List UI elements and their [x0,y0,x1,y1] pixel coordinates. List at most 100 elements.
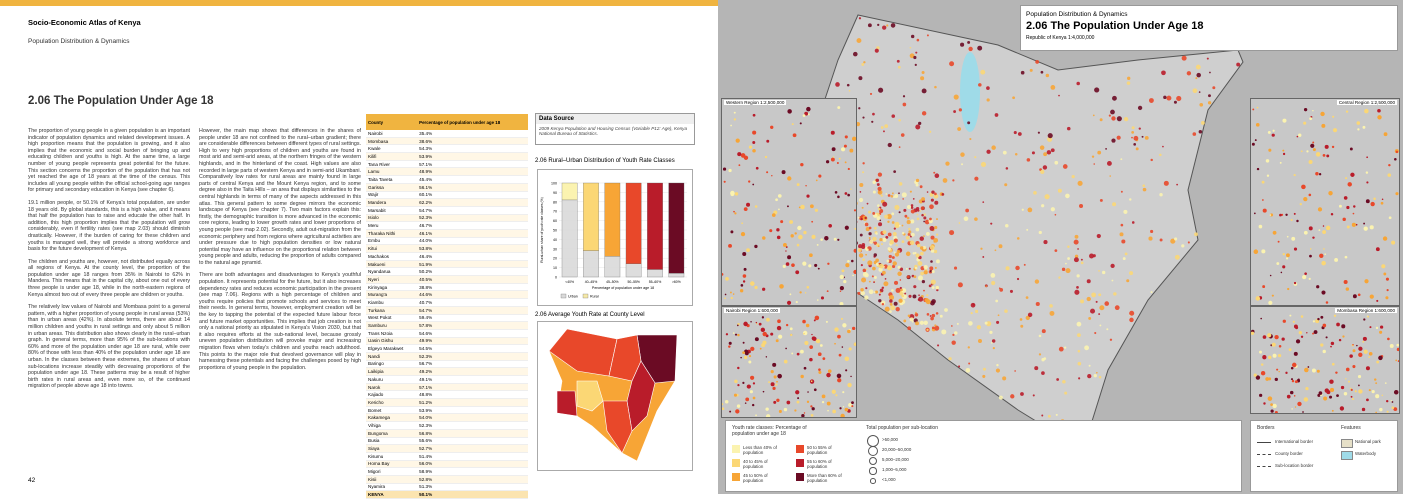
bar-segment [668,182,685,274]
settlement-dot [869,92,873,96]
settlement-dot [879,238,883,242]
row: Meru 46.7% [366,221,528,230]
cell: 51.4% [417,452,528,461]
settlement-dot [862,258,865,261]
settlement-dot [785,347,787,350]
cell: 52.3% [417,214,528,223]
settlement-dot [1379,330,1383,334]
settlement-dot [1080,258,1083,261]
settlement-dot [1038,353,1042,356]
settlement-dot [1322,323,1327,328]
settlement-dot [858,17,862,20]
inset-map: Central Region 1:2,500,000 [1250,98,1400,306]
legend-label: Sub-location border [1275,463,1314,468]
cell: Samburu [366,321,418,330]
settlement-dot [1330,341,1335,346]
settlement-dot [749,390,753,394]
settlement-dot [1354,390,1357,393]
settlement-dot [776,235,781,240]
settlement-dot [761,343,766,348]
settlement-dot [924,298,929,303]
settlement-dot [913,285,917,289]
settlement-dot [912,198,915,200]
cell: Makueni [366,260,418,269]
row: Busia 55.6% [366,437,528,446]
settlement-dot [861,277,867,283]
settlement-dot [794,409,797,412]
settlement-dot [835,394,838,397]
settlement-dot [980,247,983,250]
settlement-dot [796,243,800,247]
settlement-dot [883,281,889,287]
settlement-dot [733,118,737,121]
cell: 59.4% [417,314,528,323]
settlement-dot [1376,360,1380,364]
settlement-dot [1345,287,1350,291]
settlement-dot [853,269,856,274]
settlement-dot [1148,98,1154,103]
settlement-dot [939,314,943,318]
settlement-dot [1363,349,1368,354]
settlement-dot [889,302,893,306]
settlement-dot [1196,72,1201,78]
settlement-dot [769,229,773,233]
settlement-dot [1077,248,1079,250]
settlement-dot [1066,126,1071,131]
settlement-dot [1119,232,1124,237]
settlement-dot [1176,183,1179,186]
settlement-dot [916,217,920,221]
settlement-dot [1294,406,1297,408]
county [576,380,604,412]
settlement-dot [914,266,918,270]
settlement-dot [765,407,769,411]
settlement-dot [755,414,757,417]
settlement-dot [914,312,919,317]
settlement-dot [1025,315,1030,321]
y-tick-label: 50 [553,229,557,233]
settlement-dot [923,220,926,223]
settlement-dot [1198,91,1201,93]
settlement-dot [860,287,864,292]
settlement-dot [1324,144,1329,149]
settlement-dot [824,236,829,241]
settlement-dot [1038,334,1042,338]
settlement-dot [1325,225,1331,231]
row: Samburu 57.8% [366,321,528,330]
settlement-dot [725,333,729,336]
settlement-dot [931,269,935,274]
cell: Nyamira [366,483,418,492]
settlement-dot [844,135,848,139]
settlement-dot [744,351,749,356]
settlement-dot [1312,320,1315,323]
settlement-dot [866,202,869,205]
settlement-dot [744,402,747,404]
settlement-dot [1292,320,1295,323]
settlement-dot [775,198,778,202]
bar-segment [625,263,642,278]
legend-label: Waterbody [1355,451,1377,456]
settlement-dot [994,113,999,117]
settlement-dot [733,111,736,114]
settlement-dot [864,295,869,300]
y-tick-label: 0 [555,276,557,280]
row: Kilifi 53.9% [366,152,528,161]
settlement-dot [986,149,991,154]
settlement-dot [1120,158,1123,161]
settlement-dot [879,288,884,293]
settlement-dot [875,232,878,235]
settlement-dot [908,227,911,231]
settlement-dot [1129,198,1132,201]
settlement-dot [724,399,729,404]
settlement-dot [1142,187,1147,192]
settlement-dot [910,34,915,39]
settlement-dot [1131,131,1135,134]
settlement-dot [967,121,971,125]
legend-label: Less than 40% of population [743,445,777,455]
settlement-dot [787,205,789,208]
settlement-dot [733,210,735,213]
settlement-dot [1346,205,1350,210]
settlement-dot [923,216,927,220]
settlement-dot [860,264,863,267]
settlement-dot [909,46,912,49]
cell: 52.3% [417,352,528,361]
